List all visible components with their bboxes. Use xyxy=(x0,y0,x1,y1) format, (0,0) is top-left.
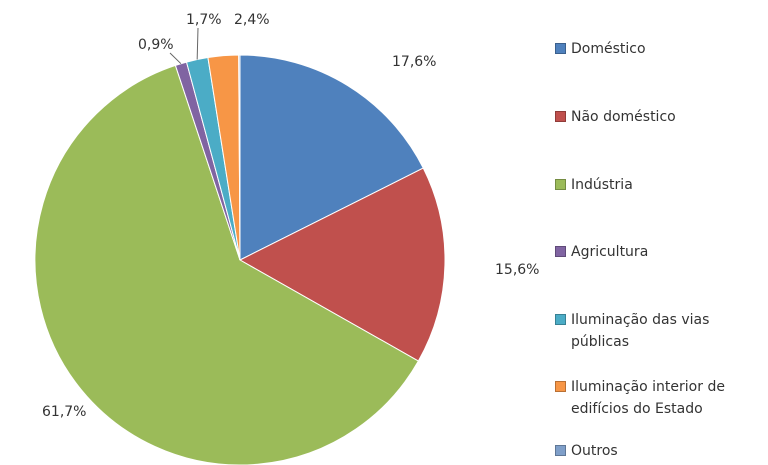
pie-slice xyxy=(238,54,241,261)
data-label: 61,7% xyxy=(42,404,86,420)
pie-slice xyxy=(239,54,424,261)
legend-swatch xyxy=(555,314,566,325)
legend-swatch xyxy=(555,246,566,257)
legend-swatch xyxy=(555,179,566,190)
legend-item: Agricultura xyxy=(555,241,755,263)
legend-label: Iluminação das vias públicas xyxy=(571,312,710,350)
data-label: 2,4% xyxy=(234,12,270,28)
legend-item: Indústria xyxy=(555,174,755,196)
legend-swatch xyxy=(555,445,566,456)
legend-swatch xyxy=(555,43,566,54)
leader-line xyxy=(169,52,182,65)
legend-label: Outros xyxy=(571,443,618,459)
data-label: 15,6% xyxy=(495,262,539,278)
legend-label: Iluminação interior de edifícios do Esta… xyxy=(571,379,725,417)
legend-item: Iluminação das vias públicas xyxy=(555,309,755,353)
legend-item: Doméstico xyxy=(555,38,755,60)
data-label: 0,9% xyxy=(138,37,174,53)
legend-label: Não doméstico xyxy=(571,109,676,125)
legend-label: Indústria xyxy=(571,177,633,193)
pie-slice xyxy=(238,167,446,362)
data-label: 1,7% xyxy=(186,12,222,28)
legend-item: Iluminação interior de edifícios do Esta… xyxy=(555,376,755,420)
legend-swatch xyxy=(555,381,566,392)
legend-swatch xyxy=(555,111,566,122)
legend-item: Outros xyxy=(555,440,755,462)
data-label: 17,6% xyxy=(392,54,436,70)
pie-slice xyxy=(34,64,420,465)
legend-label: Agricultura xyxy=(571,244,649,260)
legend-label: Doméstico xyxy=(571,41,646,57)
leader-line xyxy=(196,27,199,60)
legend-item: Não doméstico xyxy=(555,106,755,128)
